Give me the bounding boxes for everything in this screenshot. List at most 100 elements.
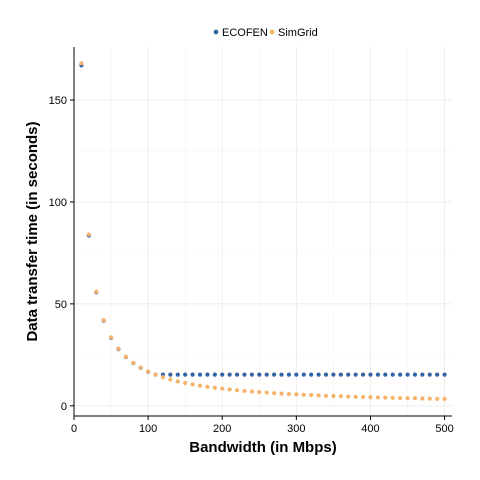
x-tick-label: 100 — [139, 423, 157, 435]
y-tick-label: 50 — [55, 299, 67, 311]
grid — [73, 47, 452, 416]
data-point — [375, 395, 380, 400]
series-simgrid — [79, 61, 447, 401]
data-point — [146, 369, 151, 374]
data-point — [390, 395, 395, 400]
data-point — [435, 372, 440, 377]
data-point — [323, 372, 329, 377]
data-point — [205, 384, 210, 389]
data-point — [420, 372, 425, 377]
data-point — [220, 372, 225, 377]
data-point — [309, 392, 314, 398]
data-point — [257, 390, 262, 395]
data-point — [316, 393, 321, 398]
y-axis-title: Data transfer time (in seconds) — [24, 121, 41, 341]
x-tick-label: 0 — [71, 423, 77, 435]
data-point — [190, 372, 195, 377]
data-point — [264, 372, 269, 377]
data-point — [190, 382, 195, 387]
data-point — [249, 372, 254, 377]
data-point — [383, 372, 388, 377]
data-point — [427, 372, 432, 377]
data-point — [338, 394, 343, 399]
data-point — [368, 372, 373, 377]
data-point — [227, 372, 232, 377]
x-tick-label: 500 — [435, 423, 453, 435]
data-point — [183, 372, 188, 377]
legend-item-ecofen: ECOFEN — [213, 27, 268, 39]
legend-item-simgrid: SimGrid — [269, 27, 318, 39]
data-point — [212, 385, 217, 390]
data-point — [309, 372, 314, 377]
data-point — [353, 372, 358, 377]
data-point — [286, 391, 292, 397]
data-point — [197, 383, 203, 388]
data-point — [316, 372, 321, 377]
data-point — [301, 372, 306, 377]
x-tick-label: 300 — [287, 423, 305, 435]
data-point — [294, 372, 299, 377]
data-point — [101, 318, 106, 323]
data-point — [242, 388, 247, 394]
data-point — [212, 372, 217, 377]
data-point — [398, 372, 403, 377]
data-point — [338, 372, 343, 377]
data-point — [412, 372, 418, 377]
data-point — [272, 372, 277, 377]
data-point — [234, 372, 240, 377]
legend-marker — [213, 29, 219, 35]
data-point — [153, 372, 158, 377]
series-ecofen — [79, 63, 447, 377]
legend: ECOFEN SimGrid — [213, 27, 318, 39]
data-point — [353, 394, 358, 399]
data-point — [294, 392, 299, 397]
data-point — [398, 395, 403, 401]
data-point — [272, 391, 277, 396]
data-point — [331, 393, 336, 399]
tick-labels: 0 100 200 300 400 500 0 50 100 150 — [49, 95, 454, 435]
data-point — [435, 396, 440, 401]
y-tick-label: 0 — [61, 401, 67, 413]
x-axis-title: Bandwidth (in Mbps) — [189, 439, 336, 456]
data-point — [427, 396, 432, 401]
data-point — [175, 372, 180, 377]
data-point — [183, 380, 188, 386]
data-series — [79, 61, 447, 401]
data-point — [168, 377, 173, 382]
data-point — [360, 394, 366, 400]
data-point — [249, 389, 254, 394]
axes — [70, 47, 452, 420]
data-point — [205, 372, 210, 377]
data-point — [360, 372, 366, 377]
data-point — [368, 395, 373, 400]
data-point — [79, 61, 84, 66]
data-point — [405, 396, 410, 401]
y-tick-label: 150 — [49, 95, 67, 107]
data-point — [257, 372, 262, 377]
data-point — [86, 232, 91, 237]
data-point — [383, 395, 388, 400]
legend-marker — [269, 29, 275, 35]
data-point — [175, 379, 180, 384]
data-point — [323, 393, 329, 398]
data-point — [220, 386, 225, 391]
legend-label: SimGrid — [278, 27, 318, 39]
data-point — [375, 372, 380, 377]
data-point — [168, 372, 173, 377]
legend-label: ECOFEN — [222, 27, 268, 39]
data-point — [94, 289, 99, 294]
data-point — [160, 375, 166, 380]
data-point — [108, 335, 114, 340]
data-point — [412, 396, 418, 401]
data-point — [331, 372, 336, 377]
data-point — [279, 372, 284, 377]
x-tick-label: 200 — [213, 423, 231, 435]
data-point — [264, 390, 269, 395]
data-point — [346, 394, 351, 399]
y-tick-label: 100 — [49, 197, 67, 209]
data-point — [405, 372, 410, 377]
data-point — [227, 387, 232, 392]
data-point — [286, 372, 292, 377]
data-point — [301, 392, 306, 397]
